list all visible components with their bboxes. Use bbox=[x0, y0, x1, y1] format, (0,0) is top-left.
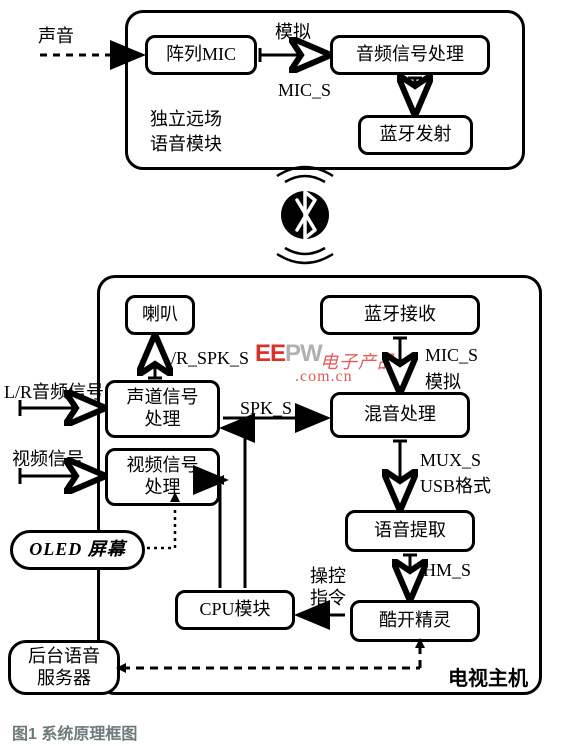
speaker-node: 喇叭 bbox=[125, 295, 195, 335]
oled-label: OLED 屏幕 bbox=[29, 539, 126, 561]
mix-proc-node: 混音处理 bbox=[330, 392, 470, 438]
mic-array-node: 阵列MIC bbox=[145, 35, 257, 75]
cooca-node: 酷开精灵 bbox=[350, 600, 480, 642]
hm-s-label: HM_S bbox=[423, 560, 471, 581]
mic-s-label-top: MIC_S bbox=[278, 80, 331, 101]
bt-tx-node: 蓝牙发射 bbox=[358, 115, 473, 155]
channel-proc-node: 声道信号 处理 bbox=[105, 380, 220, 438]
lr-audio-in-label: L/R音频信号 bbox=[4, 378, 104, 404]
server-node: 后台语音 服务器 bbox=[8, 640, 120, 695]
oled-node: OLED 屏幕 bbox=[10, 530, 145, 570]
video-in-label: 视频信号 bbox=[12, 445, 84, 471]
watermark-logo: EEPW bbox=[255, 340, 322, 368]
figure-caption: 图1 系统原理框图 bbox=[12, 720, 137, 744]
sound-label: 声音 bbox=[38, 22, 74, 48]
farfield-name-2: 语音模块 bbox=[150, 130, 222, 156]
bt-rx-node: 蓝牙接收 bbox=[320, 295, 480, 335]
video-proc-line2: 处理 bbox=[127, 477, 199, 499]
tv-host-label: 电视主机 bbox=[448, 662, 528, 691]
mux-s-label: MUX_S bbox=[420, 450, 481, 471]
analog-label-tv: 模拟 bbox=[425, 368, 461, 394]
mic-s-label-tv: MIC_S bbox=[425, 345, 478, 366]
lr-spk-s-label: L/R_SPK_S bbox=[160, 348, 249, 369]
server-line1: 后台语音 bbox=[28, 646, 100, 668]
cpu-node: CPU模块 bbox=[175, 590, 295, 630]
voice-extract-node: 语音提取 bbox=[345, 510, 475, 552]
audio-proc-node: 音频信号处理 bbox=[330, 35, 490, 75]
usb-fmt-label: USB格式 bbox=[420, 472, 491, 498]
server-line2: 服务器 bbox=[28, 668, 100, 690]
analog-label: 模拟 bbox=[275, 18, 311, 44]
spk-s-label: SPK_S bbox=[240, 398, 292, 419]
video-proc-node: 视频信号 处理 bbox=[105, 448, 220, 506]
video-proc-line1: 视频信号 bbox=[127, 455, 199, 477]
farfield-name-1: 独立远场 bbox=[150, 105, 222, 131]
watermark-url: .com.cn bbox=[295, 368, 353, 386]
channel-proc-line2: 处理 bbox=[127, 409, 199, 431]
channel-proc-line1: 声道信号 bbox=[127, 387, 199, 409]
op-cmd-2: 指令 bbox=[310, 584, 346, 610]
